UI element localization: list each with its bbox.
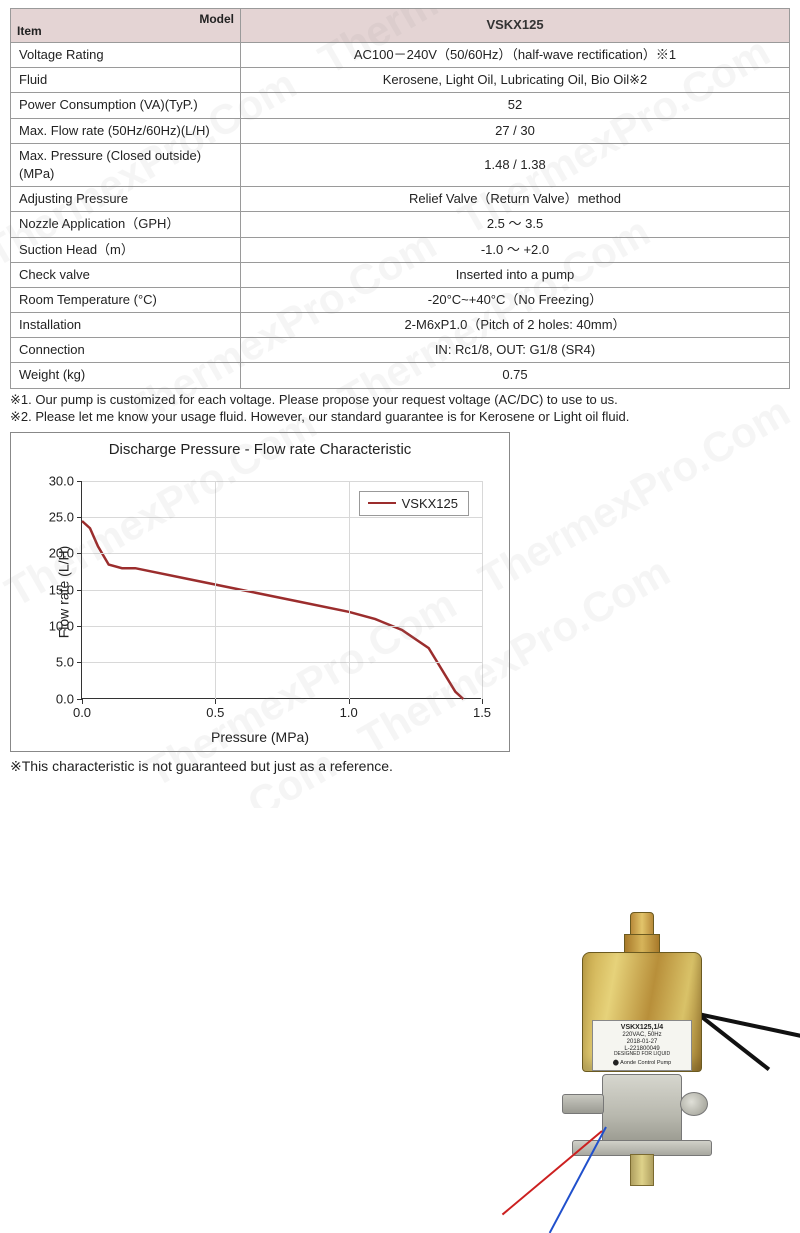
row-value: 52 [241, 93, 790, 118]
chart-footnote: ※This characteristic is not guaranteed b… [10, 758, 790, 775]
row-label: Voltage Rating [11, 43, 241, 68]
row-label: Adjusting Pressure [11, 187, 241, 212]
row-value: 2-M6xP1.0（Pitch of 2 holes: 40mm） [241, 313, 790, 338]
row-value: IN: Rc1/8, OUT: G1/8 (SR4) [241, 338, 790, 363]
table-row: Suction Head（m）-1.0 ～ +2.0 [11, 237, 790, 262]
pump-side-port [562, 1094, 604, 1114]
pump-base [602, 1074, 682, 1144]
table-row: FluidKerosene, Light Oil, Lubricating Oi… [11, 68, 790, 93]
row-value: 0.75 [241, 363, 790, 388]
row-label: Suction Head（m） [11, 237, 241, 262]
row-label: Room Temperature (°C) [11, 287, 241, 312]
chart-plot-area: VSKX125 0.05.010.015.020.025.030.00.00.5… [81, 481, 481, 699]
note-1: ※1. Our pump is customized for each volt… [10, 391, 790, 409]
table-row: Nozzle Application（GPH）2.5 ～ 3.5 [11, 212, 790, 237]
chart-xlabel: Pressure (MPa) [11, 729, 509, 745]
table-row: Room Temperature (°C)-20°C~+40°C（No Free… [11, 287, 790, 312]
chart-box: Discharge Pressure - Flow rate Character… [10, 432, 510, 752]
row-value: Inserted into a pump [241, 262, 790, 287]
table-row: Max. Pressure (Closed outside)(MPa)1.48 … [11, 143, 790, 186]
ytick-label: 20.0 [34, 546, 74, 561]
table-header-corner: Item Model [11, 9, 241, 43]
row-label: Max. Flow rate (50Hz/60Hz)(L/H) [11, 118, 241, 143]
row-label: Max. Pressure (Closed outside)(MPa) [11, 143, 241, 186]
row-label: Check valve [11, 262, 241, 287]
pump-top-nut [624, 934, 660, 954]
table-row: ConnectionIN: Rc1/8, OUT: G1/8 (SR4) [11, 338, 790, 363]
row-value: Relief Valve（Return Valve）method [241, 187, 790, 212]
table-row: Voltage RatingAC100－240V（50/60Hz）（half-w… [11, 43, 790, 68]
xtick-label: 0.5 [206, 705, 224, 720]
xtick-label: 0.0 [73, 705, 91, 720]
row-value: -20°C~+40°C（No Freezing） [241, 287, 790, 312]
pump-label-sticker: VSKX125,1/4 220VAC, 50Hz 2018-01-27 L-22… [592, 1020, 692, 1071]
xtick-label: 1.5 [473, 705, 491, 720]
table-row: Installation2-M6xP1.0（Pitch of 2 holes: … [11, 313, 790, 338]
ytick-label: 5.0 [34, 655, 74, 670]
model-name: VSKX125 [241, 9, 790, 43]
row-label: Installation [11, 313, 241, 338]
note-2: ※2. Please let me know your usage fluid.… [10, 408, 790, 426]
table-row: Max. Flow rate (50Hz/60Hz)(L/H)27 / 30 [11, 118, 790, 143]
pump-photo: VSKX125,1/4 220VAC, 50Hz 2018-01-27 L-22… [512, 882, 772, 1202]
table-row: Weight (kg)0.75 [11, 363, 790, 388]
row-label: Connection [11, 338, 241, 363]
chart-title: Discharge Pressure - Flow rate Character… [11, 441, 509, 458]
row-label: Weight (kg) [11, 363, 241, 388]
row-value: Kerosene, Light Oil, Lubricating Oil, Bi… [241, 68, 790, 93]
pump-bottom-outlet [630, 1154, 654, 1186]
pump-side-knob [680, 1092, 708, 1116]
row-value: 27 / 30 [241, 118, 790, 143]
row-value: AC100－240V（50/60Hz）（half-wave rectificat… [241, 43, 790, 68]
ytick-label: 0.0 [34, 691, 74, 706]
row-value: 1.48 / 1.38 [241, 143, 790, 186]
table-row: Power Consumption (VA)(TyP.)52 [11, 93, 790, 118]
ytick-label: 30.0 [34, 473, 74, 488]
header-model-label: Model [199, 11, 234, 28]
xtick-label: 1.0 [340, 705, 358, 720]
table-row: Check valveInserted into a pump [11, 262, 790, 287]
row-value: 2.5 ～ 3.5 [241, 212, 790, 237]
chart-series-line [82, 521, 463, 699]
row-label: Nozzle Application（GPH） [11, 212, 241, 237]
table-row: Adjusting PressureRelief Valve（Return Va… [11, 187, 790, 212]
row-label: Fluid [11, 68, 241, 93]
ytick-label: 15.0 [34, 582, 74, 597]
row-value: -1.0 ～ +2.0 [241, 237, 790, 262]
ytick-label: 25.0 [34, 510, 74, 525]
row-label: Power Consumption (VA)(TyP.) [11, 93, 241, 118]
notes: ※1. Our pump is customized for each volt… [10, 391, 790, 426]
ytick-label: 10.0 [34, 619, 74, 634]
spec-table: Item Model VSKX125 Voltage RatingAC100－2… [10, 8, 790, 389]
header-item-label: Item [17, 23, 42, 40]
